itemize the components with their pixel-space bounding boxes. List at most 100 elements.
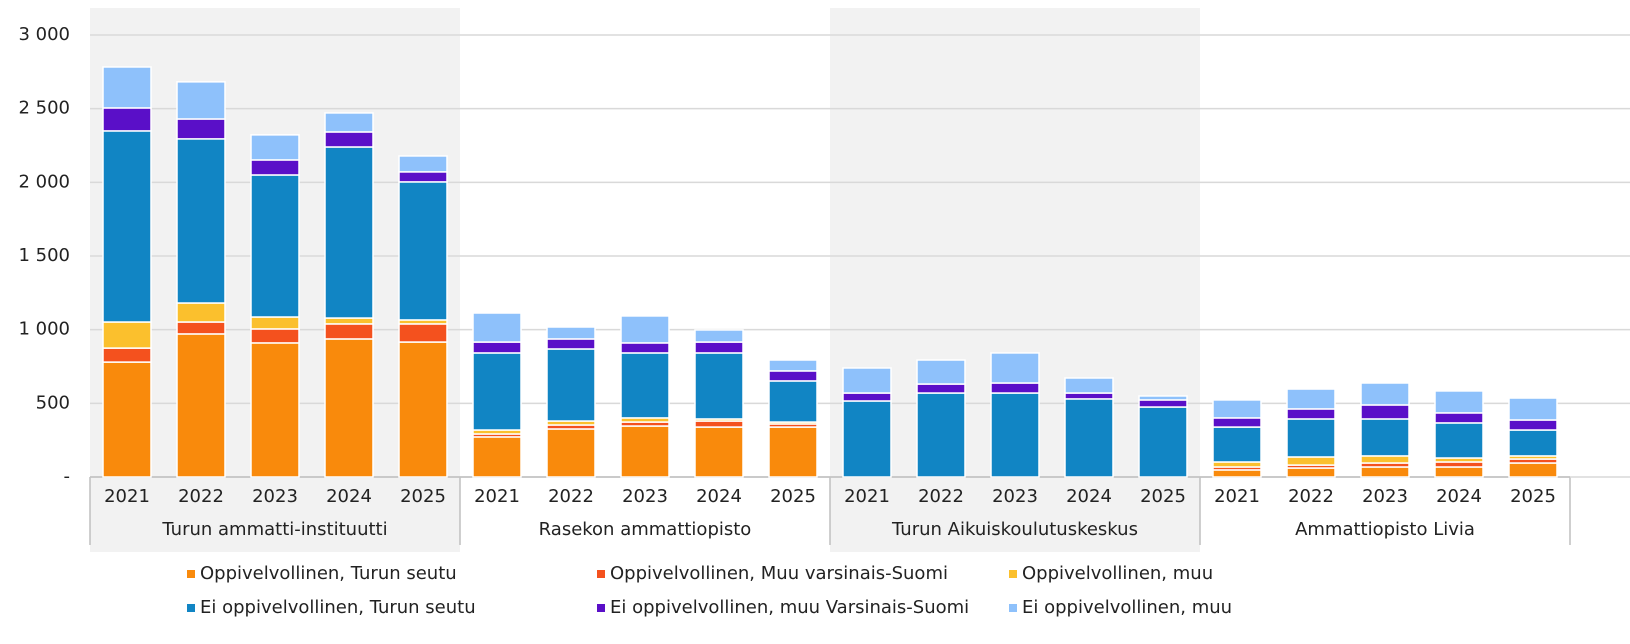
bar-segment bbox=[694, 352, 744, 420]
legend-swatch bbox=[1009, 604, 1017, 612]
bar-segment bbox=[1286, 467, 1336, 478]
bar-segment bbox=[1508, 429, 1558, 457]
bar-segment bbox=[1360, 466, 1410, 478]
bar-segment bbox=[176, 302, 226, 323]
bar-segment bbox=[176, 321, 226, 335]
bar-segment bbox=[1212, 399, 1262, 419]
x-tick-label: 2024 bbox=[326, 486, 372, 507]
x-tick-label: 2023 bbox=[1362, 486, 1408, 507]
bar-segment bbox=[1286, 456, 1336, 466]
bar-segment bbox=[768, 359, 818, 372]
bar-segment bbox=[1064, 398, 1114, 478]
bar-segment bbox=[324, 317, 374, 325]
bar-segment bbox=[398, 155, 448, 173]
bar-segment bbox=[1508, 397, 1558, 421]
bar-segment bbox=[250, 134, 300, 161]
x-tick-label: 2022 bbox=[918, 486, 964, 507]
x-tick-label: 2024 bbox=[696, 486, 742, 507]
bar-segment bbox=[546, 326, 596, 340]
x-tick-label: 2022 bbox=[1288, 486, 1334, 507]
x-tick-label: 2025 bbox=[1510, 486, 1556, 507]
bar-segment bbox=[102, 66, 152, 109]
bar-segment bbox=[398, 181, 448, 321]
bar-segment bbox=[1434, 461, 1484, 468]
bar-segment bbox=[324, 112, 374, 133]
y-tick-label: 3 000 bbox=[18, 24, 70, 45]
bar-segment bbox=[472, 341, 522, 354]
group-label: Rasekon ammattiopisto bbox=[539, 519, 752, 540]
x-tick-label: 2023 bbox=[622, 486, 668, 507]
legend-swatch bbox=[187, 604, 195, 612]
legend-swatch bbox=[597, 604, 605, 612]
bar-segment bbox=[620, 342, 670, 354]
bar-segment bbox=[1212, 469, 1262, 478]
legend-label: Ei oppivelvollinen, muu bbox=[1022, 597, 1232, 618]
legend-swatch bbox=[187, 570, 195, 578]
bar-segment bbox=[990, 352, 1040, 384]
bar-segment bbox=[1434, 466, 1484, 478]
y-tick-label: 500 bbox=[36, 392, 70, 413]
x-tick-label: 2025 bbox=[770, 486, 816, 507]
bar-segment bbox=[694, 426, 744, 478]
bar-segment bbox=[398, 323, 448, 343]
x-tick-label: 2024 bbox=[1066, 486, 1112, 507]
bar-segment bbox=[1286, 418, 1336, 458]
bar-segment bbox=[472, 352, 522, 431]
group-label: Turun ammatti-instituutti bbox=[161, 519, 387, 540]
bar-segment bbox=[916, 383, 966, 394]
bar-segment bbox=[694, 341, 744, 354]
bar-segment bbox=[1360, 418, 1410, 457]
bar-segment bbox=[176, 81, 226, 120]
bar-segment bbox=[1064, 377, 1114, 394]
bar-segment bbox=[398, 341, 448, 478]
bar-segment bbox=[620, 425, 670, 478]
bar-segment bbox=[1286, 388, 1336, 410]
bar-segment bbox=[324, 146, 374, 319]
x-tick-label: 2023 bbox=[992, 486, 1038, 507]
bar-segment bbox=[620, 352, 670, 419]
legend-swatch bbox=[597, 570, 605, 578]
x-tick-label: 2024 bbox=[1436, 486, 1482, 507]
bar-segment bbox=[1212, 417, 1262, 428]
bar-segment bbox=[250, 328, 300, 344]
legend-label: Oppivelvollinen, Turun seutu bbox=[200, 563, 457, 584]
bar-segment bbox=[250, 159, 300, 176]
group-label: Ammattiopisto Livia bbox=[1295, 519, 1475, 540]
bar-segment bbox=[546, 338, 596, 350]
legend-label: Oppivelvollinen, Muu varsinais-Suomi bbox=[610, 563, 948, 584]
bar-segment bbox=[1434, 422, 1484, 459]
bar-segment bbox=[1212, 426, 1262, 463]
bar-segment bbox=[694, 329, 744, 343]
bar-segment bbox=[250, 342, 300, 478]
bar-segment bbox=[1212, 461, 1262, 468]
bar-segment bbox=[472, 312, 522, 343]
x-tick-label: 2025 bbox=[1140, 486, 1186, 507]
bar-segment bbox=[324, 131, 374, 148]
bar-segment bbox=[620, 315, 670, 344]
bar-segment bbox=[916, 359, 966, 385]
legend-label: Oppivelvollinen, muu bbox=[1022, 563, 1213, 584]
bar-segment bbox=[398, 171, 448, 183]
bar-segment bbox=[842, 367, 892, 394]
bar-segment bbox=[1138, 395, 1188, 401]
bar-segment bbox=[694, 420, 744, 428]
bar-segment bbox=[472, 436, 522, 478]
x-tick-label: 2023 bbox=[252, 486, 298, 507]
bar-segment bbox=[768, 380, 818, 423]
bar-segment bbox=[1360, 455, 1410, 464]
bar-segment bbox=[842, 400, 892, 478]
y-tick-label: 1 000 bbox=[18, 319, 70, 340]
legend-label: Ei oppivelvollinen, Turun seutu bbox=[200, 597, 476, 618]
bar-segment bbox=[1138, 406, 1188, 478]
bar-segment bbox=[102, 321, 152, 349]
y-tick-label: 2 000 bbox=[18, 171, 70, 192]
y-tick-label: 2 500 bbox=[18, 98, 70, 119]
x-tick-label: 2021 bbox=[474, 486, 520, 507]
x-tick-label: 2021 bbox=[1214, 486, 1260, 507]
bar-segment bbox=[102, 361, 152, 478]
bar-segment bbox=[1286, 408, 1336, 420]
bar-segment bbox=[1508, 419, 1558, 431]
bar-segment bbox=[102, 130, 152, 323]
bar-segment bbox=[842, 392, 892, 402]
bar-segment bbox=[768, 370, 818, 382]
